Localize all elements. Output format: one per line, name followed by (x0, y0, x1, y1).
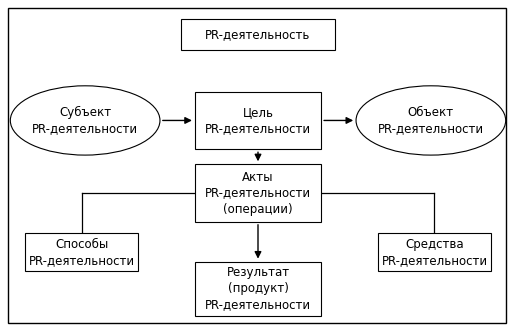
FancyBboxPatch shape (195, 92, 321, 149)
FancyBboxPatch shape (195, 261, 321, 316)
Text: Субъект
PR-деятельности: Субъект PR-деятельности (32, 106, 138, 135)
Text: Средства
PR-деятельности: Средства PR-деятельности (381, 238, 488, 267)
Text: Результат
(продукт)
PR-деятельности: Результат (продукт) PR-деятельности (205, 266, 311, 311)
FancyBboxPatch shape (378, 234, 491, 271)
Text: PR-деятельность: PR-деятельность (205, 28, 311, 41)
Text: Объект
PR-деятельности: Объект PR-деятельности (378, 106, 484, 135)
Text: Цель
PR-деятельности: Цель PR-деятельности (205, 106, 311, 135)
Ellipse shape (356, 86, 506, 155)
FancyBboxPatch shape (25, 234, 138, 271)
FancyBboxPatch shape (195, 164, 321, 222)
Text: Акты
PR-деятельности
(операции): Акты PR-деятельности (операции) (205, 171, 311, 215)
Ellipse shape (10, 86, 160, 155)
FancyBboxPatch shape (8, 8, 506, 323)
FancyBboxPatch shape (181, 19, 335, 50)
Text: Способы
PR-деятельности: Способы PR-деятельности (28, 238, 135, 267)
